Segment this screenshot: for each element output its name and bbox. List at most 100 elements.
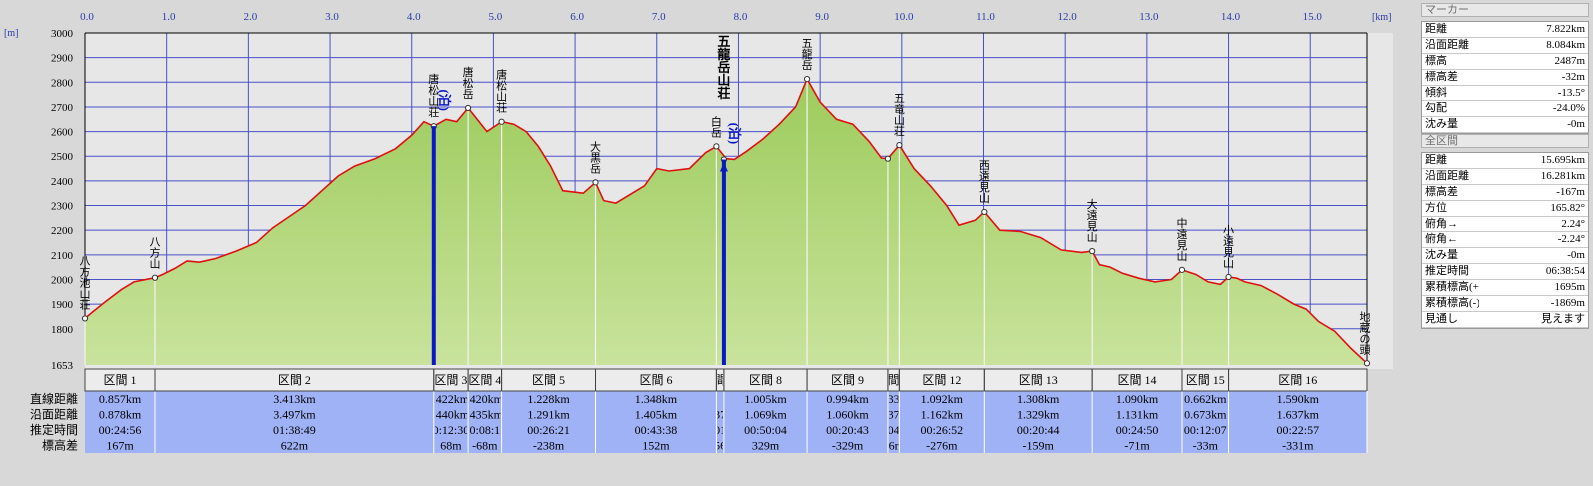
waypoint-label: 唐松岳: [463, 65, 474, 101]
section-time-value: 01:38:49: [273, 423, 316, 437]
waypoint-label: 地蔵の頭: [1360, 310, 1371, 356]
section-time-value: 00:26:21: [527, 423, 570, 437]
section-surface-value: 1.131km: [1116, 408, 1159, 422]
section-direct-value: 1.308km: [1017, 392, 1060, 406]
section-elev-value: -33m: [1193, 439, 1219, 453]
panel-row-key: 沈み量: [1425, 249, 1458, 262]
waypoint-point[interactable]: [1089, 248, 1096, 255]
waypoint-label: 八方池山荘: [80, 255, 91, 311]
section-time-value: 00:12:07: [1184, 423, 1227, 437]
waypoint-label: 小遠見山: [1223, 224, 1234, 270]
x-tick-label: 4.0: [407, 11, 421, 23]
panel-row-value: -0m: [1567, 118, 1585, 131]
y-tick-label: 2100: [51, 250, 74, 262]
panel-row-key: 累積標高(-): [1425, 297, 1479, 310]
section-time-value: 01: [714, 423, 726, 437]
stay-marker-label: (泊): [727, 123, 742, 145]
y-tick-label: 2400: [51, 176, 74, 188]
table-row-label: 標高差: [42, 438, 78, 453]
section-elev-value: -331m: [1282, 439, 1314, 453]
waypoint-point[interactable]: [498, 118, 505, 125]
panel-row-value: 16.281km: [1540, 169, 1585, 182]
y-tick-label: 2200: [51, 225, 74, 237]
table-label-column: [0, 369, 85, 453]
waypoint-point[interactable]: [884, 155, 892, 162]
y-tick-label: 1800: [51, 324, 74, 336]
section-surface-value: 3.497km: [273, 408, 316, 422]
panel-row: 推定時間 06:38:54: [1422, 264, 1588, 281]
section-surface-value: 1.060km: [826, 408, 869, 422]
panel-row-value: -167m: [1556, 185, 1585, 198]
section-name: 区間 12: [922, 373, 961, 387]
section-surface-value: 1.069km: [744, 408, 787, 422]
waypoint-point[interactable]: [713, 143, 720, 150]
panel-row: 距離 15.695km: [1422, 153, 1588, 169]
waypoint-label: 八方山: [150, 237, 161, 271]
section-time-value: 00:24:50: [1116, 423, 1159, 437]
section-name: 区間 3: [434, 373, 467, 387]
waypoint-point[interactable]: [464, 104, 472, 112]
x-tick-label: 9.0: [815, 11, 829, 23]
waypoint-point[interactable]: [151, 274, 159, 281]
waypoint-label: 五竜山荘: [894, 93, 905, 138]
waypoint-label: 唐松山荘: [428, 72, 439, 119]
panel-row: 沈み量 -0m: [1422, 117, 1588, 134]
section-name: 区間 16: [1278, 373, 1317, 387]
waypoint-point[interactable]: [1363, 360, 1371, 367]
y-tick-label: 2600: [51, 127, 74, 139]
section-time-value: 00:26:52: [921, 423, 964, 437]
section-time-value: 00:24:56: [99, 423, 142, 437]
section-surface-value: 37: [714, 408, 726, 422]
panel-row: 俯角→ 2.24°: [1422, 217, 1588, 233]
section-name: 区間 4: [468, 373, 501, 387]
panel-row-key: 俯角→: [1425, 217, 1458, 230]
panel-row-value: -0m: [1567, 249, 1585, 262]
total-panel: 距離 15.695km 沿面距離 16.281km 標高差 -167m 方位 165.82° 俯…: [1421, 152, 1589, 329]
panel-row: 沈み量 -0m: [1422, 248, 1588, 265]
section-elev-value: 167m: [106, 439, 134, 453]
panel-row: 標高差 -167m: [1422, 185, 1588, 201]
section-surface-value: .435km: [467, 408, 504, 422]
section-time-value: 00:22:57: [1276, 423, 1319, 437]
section-surface-value: 37: [888, 408, 900, 422]
table-row-label: 直線距離: [30, 391, 78, 406]
section-direct-value: 1.228km: [527, 392, 570, 406]
panel-row-key: 見通し: [1425, 312, 1458, 325]
waypoint-point[interactable]: [896, 142, 903, 149]
section-surface-value: 0.673km: [1184, 408, 1227, 422]
panel-row: 方位 165.82°: [1422, 201, 1588, 217]
section-elev-value: 152m: [642, 439, 670, 453]
panel-row-value: -2.24°: [1557, 233, 1585, 246]
section-direct-value: 1.590km: [1277, 392, 1320, 406]
x-tick-label: 6.0: [570, 11, 584, 23]
section-elev-value: 622m: [281, 439, 309, 453]
x-tick-label: 8.0: [734, 11, 748, 23]
panel-row-key: 標高差: [1425, 70, 1458, 83]
panel-row-key: 方位: [1425, 201, 1447, 214]
waypoint-label: 大遠見山: [1087, 197, 1098, 244]
section-surface-value: 1.637km: [1277, 408, 1320, 422]
section-header-cell[interactable]: [1228, 368, 1368, 392]
waypoint-point[interactable]: [592, 179, 599, 186]
section-elev-value: -71m: [1124, 439, 1150, 453]
section-data-area: [85, 391, 1367, 453]
waypoint-point[interactable]: [981, 208, 988, 216]
waypoint-point[interactable]: [803, 75, 811, 83]
panel-row-key: 推定時間: [1425, 265, 1469, 278]
panel-row-value: 1695m: [1554, 281, 1585, 294]
panel-row: 俯角← -2.24°: [1422, 232, 1588, 249]
waypoint-point[interactable]: [1225, 273, 1232, 281]
section-elev-value: -159m: [1023, 439, 1055, 453]
y-tick-label: 2900: [51, 53, 74, 65]
waypoint-point[interactable]: [1178, 266, 1186, 273]
section-time-value: 00:50:04: [744, 423, 787, 437]
marker-panel: 距離 7.822km 沿面距離 8.084km 標高 2487m 標高差 -32m 傾斜 -13.…: [1421, 21, 1589, 135]
waypoint-point[interactable]: [81, 315, 89, 322]
x-tick-label: 0.0: [80, 11, 94, 23]
